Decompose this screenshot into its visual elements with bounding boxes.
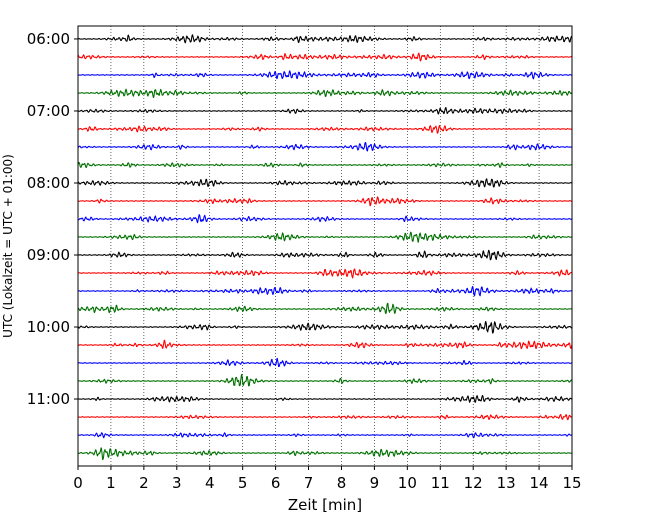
trace-line	[77, 357, 573, 368]
x-tick-label: 4	[205, 474, 215, 492]
x-tick-label: 0	[73, 474, 83, 492]
x-tick-label: 12	[464, 474, 483, 492]
trace-line	[77, 394, 573, 403]
x-tick-label: 1	[106, 474, 116, 492]
trace-line	[77, 249, 573, 261]
trace-line	[77, 286, 573, 297]
trace-line	[77, 124, 573, 134]
y-tick-label: 10:00	[27, 318, 70, 336]
trace-line	[77, 34, 573, 44]
plot-frame	[77, 25, 573, 467]
trace-line	[77, 373, 573, 387]
x-tick-label: 10	[398, 474, 417, 492]
x-tick-label: 15	[562, 474, 581, 492]
x-tick-label: 14	[530, 474, 549, 492]
trace-line	[77, 320, 573, 334]
x-grid	[110, 26, 540, 466]
trace-line	[77, 268, 573, 279]
y-tick-label: 11:00	[27, 390, 70, 408]
x-tick-label: 7	[304, 474, 314, 492]
x-tick-label: 11	[431, 474, 450, 492]
trace-line	[77, 339, 573, 350]
trace-line	[77, 161, 573, 169]
x-tick-label: 9	[370, 474, 380, 492]
x-tick-label: 8	[337, 474, 347, 492]
trace-line	[77, 214, 573, 224]
x-axis-ticks: 0 1 2 3 4 5 6 7 8 9 10 11 12 13 14 15	[73, 466, 582, 492]
y-tick-label: 07:00	[27, 102, 70, 120]
trace-group	[77, 34, 573, 461]
y-axis-ticks: 06:00 07:00 08:00 09:00 10:00 11:00	[27, 30, 78, 408]
y-tick-label: 06:00	[27, 30, 70, 48]
trace-line	[77, 70, 573, 80]
trace-line	[77, 414, 573, 421]
x-tick-label: 3	[172, 474, 182, 492]
trace-line	[77, 142, 573, 152]
x-tick-label: 13	[497, 474, 516, 492]
trace-line	[77, 52, 573, 62]
trace-line	[77, 196, 573, 207]
trace-line	[77, 88, 573, 99]
trace-line	[77, 432, 573, 439]
y-axis-label: UTC (Lokalzeit = UTC + 01:00)	[1, 154, 15, 338]
x-axis-label: Zeit [min]	[288, 496, 362, 514]
trace-line	[77, 302, 573, 315]
y-tick-label: 09:00	[27, 246, 70, 264]
y-tick-label: 08:00	[27, 174, 70, 192]
x-tick-label: 2	[139, 474, 149, 492]
x-tick-label: 6	[271, 474, 281, 492]
x-tick-label: 5	[238, 474, 248, 492]
trace-line	[77, 178, 573, 188]
trace-line	[77, 106, 573, 115]
trace-line	[77, 231, 573, 243]
trace-line	[77, 447, 573, 461]
